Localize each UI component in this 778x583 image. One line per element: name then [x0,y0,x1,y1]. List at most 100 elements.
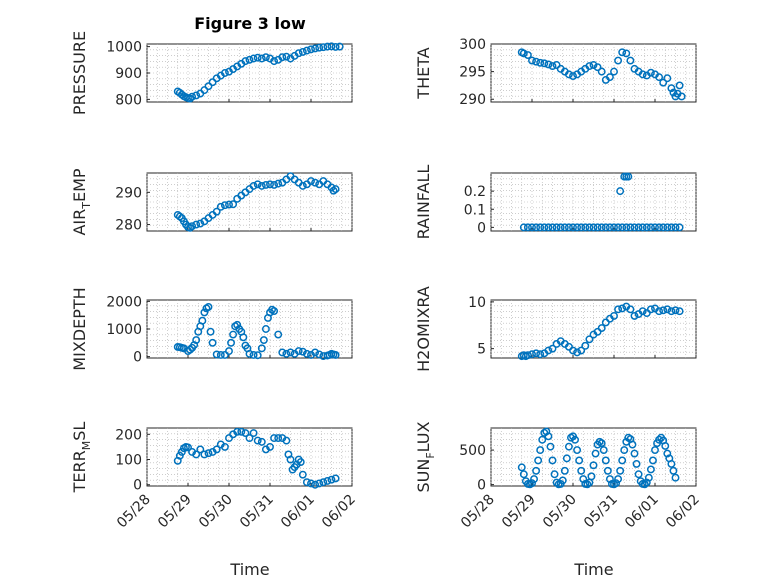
data-point [204,302,213,311]
data-point [585,223,594,232]
data-point [571,435,579,444]
data-point [564,70,573,79]
data-point [200,86,209,95]
data-point [659,306,668,315]
x-tick-label: 06/02 [319,492,359,532]
grid-lines [490,300,697,358]
data-point [315,43,324,52]
subplot-terr_msl: 05/28 05/29 05/30 05/31 06/01 06/02 0 100 200 TER… [70,422,359,532]
data-point [266,442,274,451]
data-point [601,456,610,465]
data-point [177,448,186,456]
data-point [632,459,641,468]
data-point [186,94,195,103]
data-point [196,219,205,228]
data-point [626,56,635,65]
data-point [605,223,614,232]
y-axis-label-rainfall: RAINFALL [414,165,433,240]
data-point [560,466,569,475]
y-tick-label: 10 [468,295,486,311]
data-point [544,60,553,69]
x-tick-label: 05/31 [581,492,621,532]
data-point [216,351,225,359]
data-point [548,456,557,465]
data-point [286,348,295,357]
data-point [589,223,598,232]
data-point [239,333,248,342]
data-point [192,91,201,100]
data-point [536,223,545,232]
data-point [208,78,217,87]
data-point [597,439,606,448]
subplot-air_temp: 280 290 AIRTEMP [70,168,353,236]
data-point [331,42,340,51]
data-point [532,57,541,66]
data-point [302,349,311,358]
y-tick-label: 1000 [106,40,142,56]
data-point [638,223,647,232]
data-point [669,88,678,97]
data-point [536,350,545,359]
data-point [618,456,627,465]
data-point [638,70,647,79]
data-point [581,223,590,232]
data-point [315,479,324,488]
series-markers-pressure [173,42,344,103]
data-point [331,351,340,359]
y-tick-label: 1000 [106,322,142,338]
y-axis-label-air_temp: AIRTEMP [70,168,93,235]
y-tick-label: 100 [115,453,142,469]
x-tick-label: 06/01 [278,492,318,532]
data-point [622,49,631,58]
data-point [188,222,197,231]
data-point [307,177,315,186]
y-tick-label: 280 [115,218,142,234]
data-point [569,346,577,355]
data-point [245,349,254,358]
data-point [257,54,266,63]
grid-lines [490,173,697,231]
series-markers-terr_msl [173,427,340,489]
data-point [552,61,561,69]
data-point [249,351,258,359]
data-point [558,476,567,485]
data-point [577,466,586,475]
data-point [294,347,303,356]
data-point [307,479,315,488]
series-markers-rainfall [519,172,684,232]
x-tick-label: 05/28 [114,492,154,532]
data-point [655,223,664,232]
data-point [536,58,545,67]
data-point [544,346,553,355]
data-point [257,437,266,446]
data-point [560,223,569,232]
data-point [630,223,639,232]
y-tick-label: 0.1 [464,202,486,218]
y-tick-label: 290 [115,185,142,201]
data-point [188,92,197,101]
data-point [634,470,643,479]
data-point [225,200,233,209]
data-point [667,223,676,232]
data-point [270,434,279,443]
data-point [591,449,600,458]
data-point [261,180,270,189]
data-point [253,53,262,62]
data-point [196,445,205,454]
data-point [663,74,672,83]
data-point [583,480,592,489]
data-point [319,43,328,52]
data-point [667,459,676,468]
data-point [544,432,553,441]
data-point [616,466,625,475]
data-point [198,316,207,325]
y-axis-label-h2omixra: H2OMIXRA [414,286,433,372]
data-point [628,440,637,449]
data-point [208,338,217,347]
data-point [186,345,195,354]
data-point [550,470,559,479]
data-point [270,57,279,66]
data-point [532,223,541,232]
data-point [302,46,311,55]
data-point [552,223,561,232]
